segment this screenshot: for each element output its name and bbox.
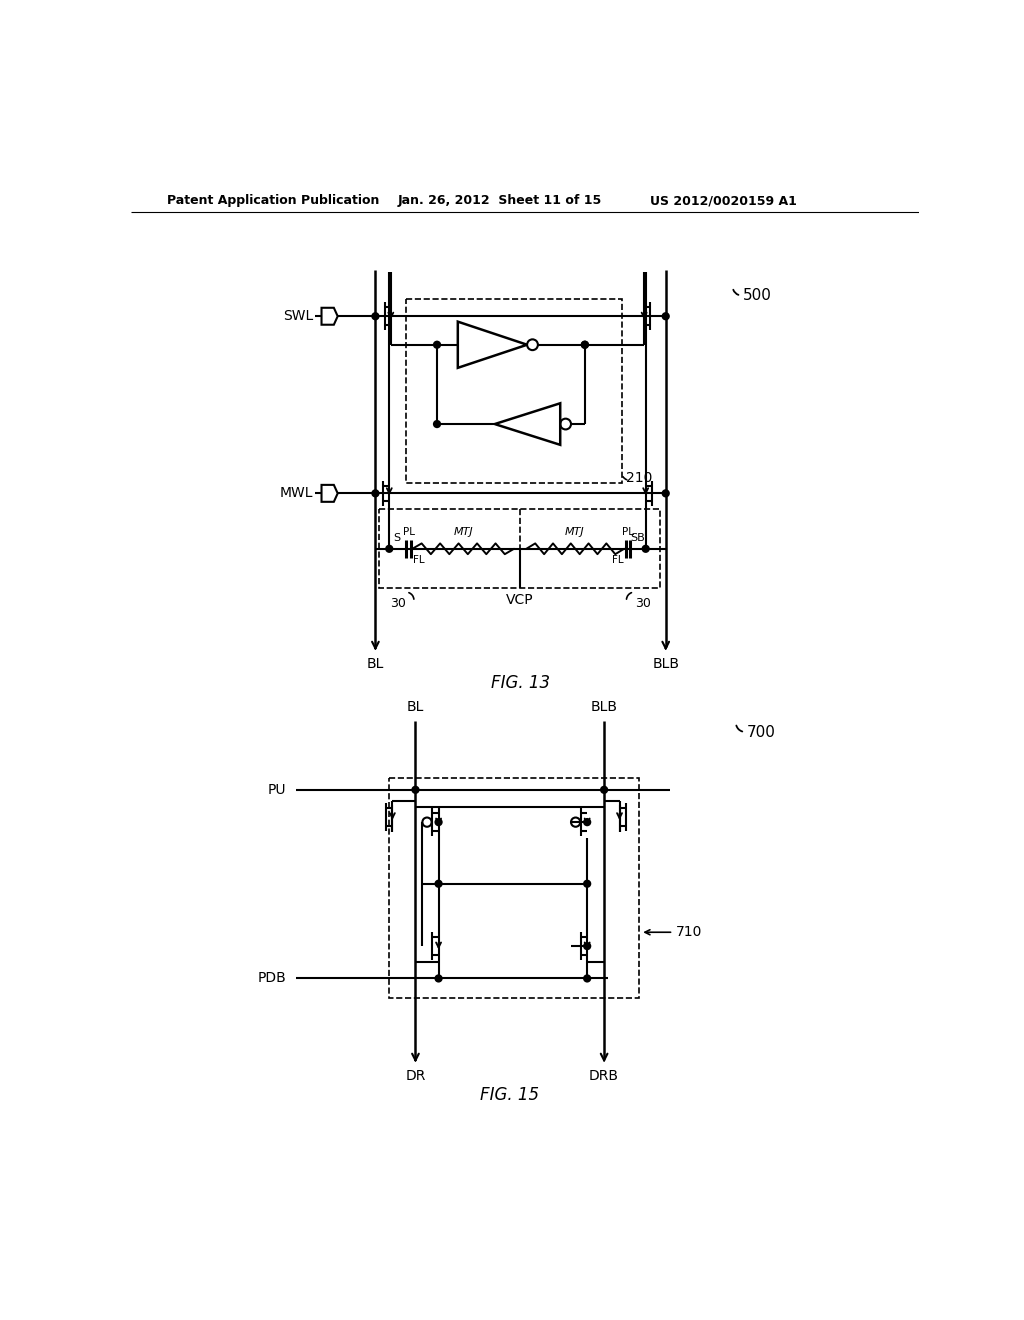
Circle shape	[663, 313, 669, 319]
Text: BL: BL	[407, 700, 424, 714]
Text: DRB: DRB	[589, 1069, 620, 1084]
Text: 210: 210	[626, 471, 652, 484]
Text: MTJ: MTJ	[454, 527, 473, 537]
Text: BLB: BLB	[591, 700, 617, 714]
Circle shape	[435, 975, 441, 982]
Circle shape	[643, 545, 649, 552]
Circle shape	[584, 818, 590, 825]
Circle shape	[386, 545, 392, 552]
Circle shape	[435, 818, 441, 825]
Circle shape	[584, 975, 590, 982]
Text: SWL: SWL	[283, 309, 313, 323]
Text: SB: SB	[631, 533, 645, 543]
Circle shape	[601, 787, 607, 793]
Circle shape	[434, 421, 440, 428]
Text: Jan. 26, 2012  Sheet 11 of 15: Jan. 26, 2012 Sheet 11 of 15	[398, 194, 602, 207]
Text: Patent Application Publication: Patent Application Publication	[167, 194, 379, 207]
Text: 30: 30	[390, 597, 406, 610]
Text: PL: PL	[622, 527, 634, 537]
Text: FIG. 15: FIG. 15	[480, 1086, 539, 1104]
Text: BL: BL	[367, 657, 384, 672]
Circle shape	[435, 880, 441, 887]
Text: PL: PL	[402, 527, 415, 537]
Text: 30: 30	[635, 597, 650, 610]
Circle shape	[373, 313, 379, 319]
Text: VCP: VCP	[506, 594, 534, 607]
Bar	[407, 298, 622, 483]
Text: BLB: BLB	[652, 657, 679, 672]
Text: FL: FL	[413, 556, 424, 565]
Text: US 2012/0020159 A1: US 2012/0020159 A1	[650, 194, 797, 207]
Text: MWL: MWL	[280, 486, 313, 500]
Text: FL: FL	[612, 556, 624, 565]
Text: S: S	[393, 533, 400, 543]
Bar	[388, 779, 639, 998]
Circle shape	[582, 342, 588, 348]
Bar	[379, 508, 660, 589]
Text: 700: 700	[746, 725, 775, 739]
Circle shape	[584, 880, 590, 887]
Text: DR: DR	[406, 1069, 426, 1084]
Text: PU: PU	[267, 783, 286, 797]
Circle shape	[413, 787, 419, 793]
Circle shape	[434, 342, 440, 348]
Circle shape	[584, 942, 590, 949]
Text: PDB: PDB	[257, 972, 286, 986]
Text: MTJ: MTJ	[565, 527, 585, 537]
Text: 710: 710	[676, 925, 702, 940]
Circle shape	[582, 342, 588, 348]
Circle shape	[373, 490, 379, 496]
Circle shape	[663, 490, 669, 496]
Text: FIG. 13: FIG. 13	[490, 673, 550, 692]
Text: 500: 500	[742, 288, 772, 304]
